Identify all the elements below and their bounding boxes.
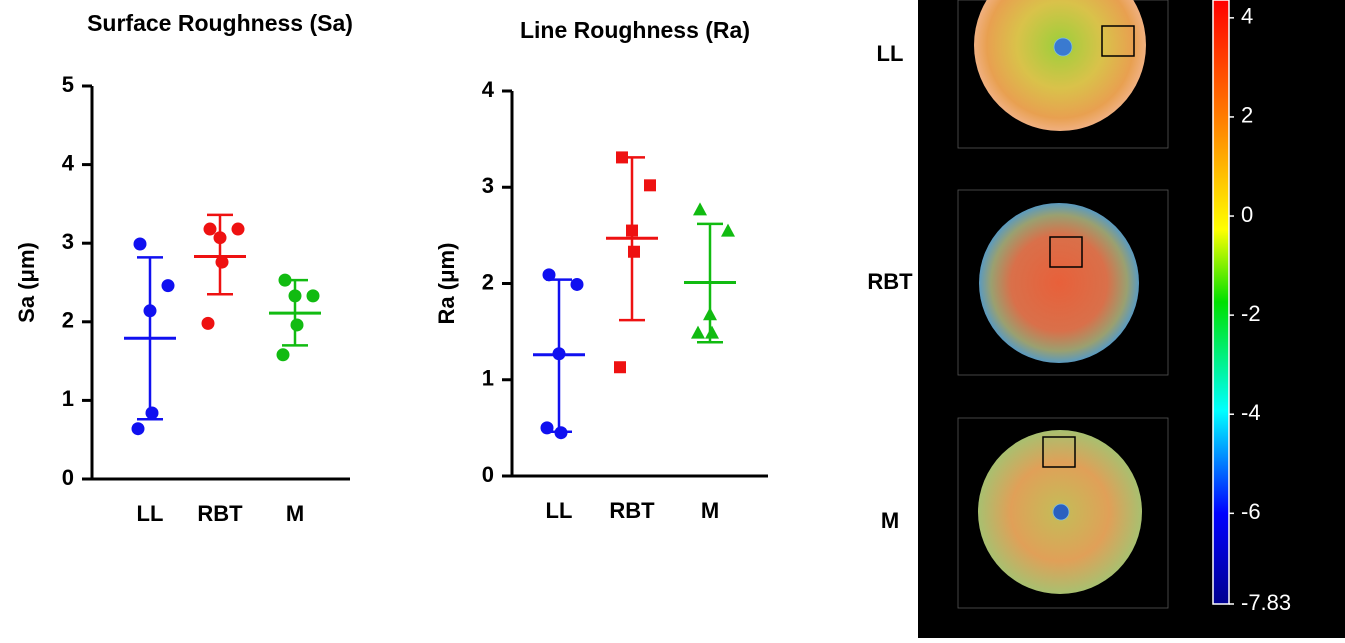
point bbox=[278, 273, 292, 287]
point bbox=[540, 421, 554, 435]
point bbox=[288, 289, 302, 303]
point bbox=[201, 316, 215, 330]
point bbox=[215, 255, 229, 269]
point bbox=[614, 361, 626, 374]
colorbar-tick-label: 0 bbox=[1241, 202, 1253, 227]
point bbox=[691, 325, 705, 339]
y-tick-label: 4 bbox=[482, 77, 495, 102]
y-tick-label: 3 bbox=[62, 229, 74, 254]
x-tick-label: RBT bbox=[609, 498, 655, 523]
colorbar-tick-label: -4 bbox=[1241, 400, 1261, 425]
point bbox=[145, 406, 159, 420]
point bbox=[161, 279, 175, 293]
chart-title: Line Roughness (Ra) bbox=[520, 17, 750, 43]
x-tick-label: M bbox=[286, 501, 304, 526]
point bbox=[570, 277, 584, 291]
surface-maps bbox=[957, 0, 1169, 609]
colorbar-tick-label: 4 bbox=[1241, 4, 1253, 29]
point bbox=[306, 289, 320, 303]
y-axis-label: Sa (μm) bbox=[14, 242, 39, 323]
colorbar-tick-label: -6 bbox=[1241, 499, 1261, 524]
colorbar-tick-label: 2 bbox=[1241, 103, 1253, 128]
point bbox=[705, 325, 719, 339]
panel-label: LL bbox=[877, 41, 904, 66]
colorbar bbox=[1212, 0, 1230, 605]
point bbox=[143, 304, 157, 318]
point bbox=[542, 268, 556, 282]
point bbox=[231, 222, 245, 236]
point bbox=[213, 231, 227, 245]
point bbox=[131, 422, 145, 436]
point bbox=[644, 179, 656, 192]
x-tick-label: M bbox=[701, 498, 719, 523]
panel-label: RBT bbox=[867, 269, 913, 294]
chart-title: Surface Roughness (Sa) bbox=[87, 10, 353, 36]
y-tick-label: 1 bbox=[62, 386, 74, 411]
point bbox=[703, 307, 717, 321]
y-tick-label: 3 bbox=[482, 173, 494, 198]
colorbar-tick-label: -2 bbox=[1241, 301, 1261, 326]
x-tick-label: LL bbox=[137, 501, 164, 526]
y-tick-label: 1 bbox=[482, 366, 494, 391]
colorbar-tick-label: -7.83 bbox=[1241, 590, 1291, 615]
y-tick-label: 2 bbox=[482, 269, 494, 294]
x-tick-label: RBT bbox=[197, 501, 243, 526]
panel-label: M bbox=[881, 508, 899, 533]
point bbox=[133, 237, 147, 251]
point bbox=[276, 348, 290, 362]
point bbox=[552, 347, 566, 361]
y-tick-label: 0 bbox=[482, 462, 494, 487]
y-tick-label: 5 bbox=[62, 72, 74, 97]
point bbox=[693, 202, 707, 216]
point bbox=[721, 223, 735, 237]
y-tick-label: 4 bbox=[62, 150, 75, 175]
point bbox=[554, 426, 568, 440]
y-tick-label: 0 bbox=[62, 465, 74, 490]
x-tick-label: LL bbox=[546, 498, 573, 523]
y-tick-label: 2 bbox=[62, 308, 74, 333]
y-axis-label: Ra (μm) bbox=[434, 243, 459, 325]
point bbox=[628, 245, 640, 258]
point bbox=[626, 224, 638, 237]
point bbox=[616, 151, 628, 164]
point bbox=[290, 318, 304, 332]
point bbox=[203, 222, 217, 236]
